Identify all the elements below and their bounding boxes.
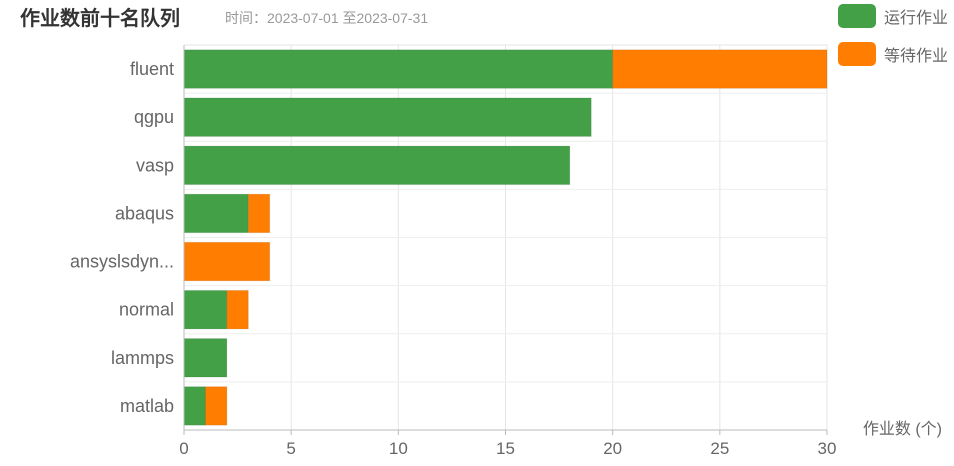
y-tick-label: ansyslsdyn... — [70, 252, 174, 272]
y-tick-label: normal — [119, 300, 174, 320]
bar-waiting-4 — [183, 241, 271, 282]
y-tick-label: matlab — [120, 396, 174, 416]
bar-waiting-5 — [226, 289, 249, 330]
y-tick-label: abaqus — [115, 203, 174, 223]
y-tick-label: lammps — [111, 348, 174, 368]
x-tick-label: 25 — [710, 439, 729, 458]
bar-running-0 — [183, 49, 614, 89]
bar-running-1 — [183, 97, 592, 137]
x-tick-label: 5 — [286, 439, 295, 458]
chart-subtitle: 时间：2023-07-01 至2023-07-31 — [225, 10, 429, 26]
x-axis-label: 作业数 (个) — [863, 420, 942, 438]
bar-running-5 — [183, 289, 228, 330]
chart-title: 作业数前十名队列 — [20, 8, 180, 30]
x-tick-label: 0 — [179, 439, 188, 458]
legend-swatch-waiting — [838, 42, 876, 66]
legend-swatch-running — [838, 4, 876, 28]
y-tick-label: qgpu — [134, 107, 174, 127]
legend-label-running: 运行作业 — [884, 10, 949, 27]
bar-waiting-7 — [204, 386, 228, 426]
bar-running-7 — [183, 386, 206, 426]
x-tick-label: 15 — [496, 439, 515, 458]
x-tick-label: 10 — [389, 439, 408, 458]
bar-waiting-3 — [247, 193, 271, 234]
bar-running-2 — [183, 145, 571, 186]
x-tick-label: 20 — [603, 439, 622, 458]
bar-running-6 — [183, 338, 228, 378]
legend-item-running[interactable]: 运行作业 — [838, 4, 948, 28]
y-tick-label: fluent — [130, 59, 174, 79]
legend: 运行作业 等待作业 — [838, 4, 948, 80]
x-tick-label: 30 — [818, 439, 837, 458]
y-tick-label: vasp — [136, 155, 174, 175]
legend-label-waiting: 等待作业 — [884, 48, 949, 65]
bar-waiting-0 — [612, 49, 828, 89]
legend-item-waiting[interactable]: 等待作业 — [838, 42, 948, 66]
bar-running-3 — [183, 193, 249, 234]
